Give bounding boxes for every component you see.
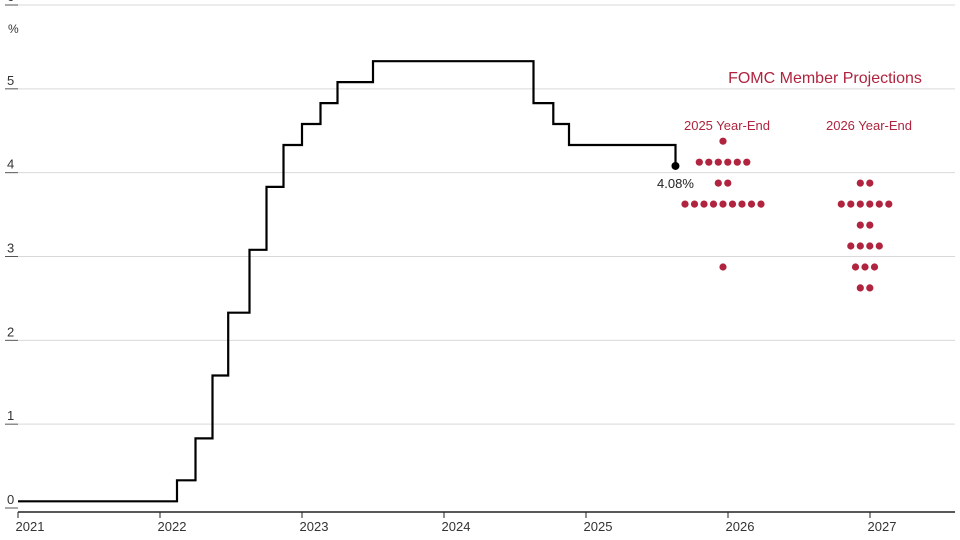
projection-dot-1-0-0 (856, 179, 864, 187)
projection-dot-1-2-0 (856, 221, 864, 229)
gridlines (18, 4, 955, 425)
x-tick-label-2027: 2027 (868, 519, 897, 534)
projection-dot-1-1-1 (847, 200, 855, 208)
projection-dot-0-1-1 (705, 158, 713, 166)
projection-dot-1-3-3 (875, 242, 883, 250)
x-tick-label-2021: 2021 (16, 519, 45, 534)
projection-dot-1-3-0 (847, 242, 855, 250)
projection-dot-1-5-0 (856, 284, 864, 292)
projection-dot-0-1-4 (733, 158, 741, 166)
projection-dot-1-1-5 (885, 200, 893, 208)
projection-dot-0-3-2 (700, 200, 708, 208)
projection-dot-1-1-2 (856, 200, 864, 208)
projection-dot-1-4-0 (851, 263, 860, 271)
y-axis-unit-label: % (8, 22, 19, 36)
projection-dot-0-3-7 (747, 200, 756, 208)
projection-dot-1-4-2 (870, 263, 879, 271)
projection-dot-0-1-3 (724, 158, 732, 166)
rate-end-point (671, 161, 680, 170)
x-tick-label-2023: 2023 (300, 519, 329, 534)
y-tick-label-3: 3 (7, 241, 14, 256)
projection-dot-0-3-3 (709, 200, 718, 208)
projection-dot-0-3-5 (728, 200, 737, 208)
projection-dot-0-2-1 (724, 179, 732, 187)
projection-dot-0-0-0 (719, 137, 727, 145)
projections-title: FOMC Member Projections (728, 70, 922, 87)
projection-dot-0-3-1 (690, 200, 699, 208)
y-tick-label-5: 5 (7, 73, 14, 88)
projection-dot-1-0-1 (866, 179, 874, 187)
y-tick-label-6: 6 (7, 0, 14, 4)
projection-dot-0-3-0 (681, 200, 689, 208)
projection-dot-1-4-1 (861, 263, 869, 271)
x-tick-label-2024: 2024 (442, 519, 471, 534)
projection-dot-1-5-1 (866, 284, 874, 292)
fed-funds-rate-line (18, 60, 677, 503)
x-tick-label-2025: 2025 (584, 519, 613, 534)
projection-dot-1-1-4 (875, 200, 883, 208)
projection-dot-1-2-1 (866, 221, 874, 229)
projection-dot-1-3-2 (866, 242, 874, 250)
y-tick-label-4: 4 (7, 157, 14, 172)
y-tick-label-0: 0 (7, 492, 14, 507)
projection-dot-1-1-3 (866, 200, 874, 208)
rate-series: 4.08% (18, 60, 694, 503)
projection-group-label-0: 2025 Year-End (684, 118, 770, 133)
projection-dot-0-1-2 (714, 158, 722, 166)
rate-end-label: 4.08% (657, 176, 694, 191)
projection-dot-0-1-5 (743, 158, 751, 166)
x-tick-label-2022: 2022 (158, 519, 187, 534)
projection-dot-0-1-0 (695, 158, 703, 166)
projection-dot-0-3-8 (757, 200, 765, 208)
projection-group-label-1: 2026 Year-End (826, 118, 912, 133)
y-tick-label-2: 2 (7, 324, 14, 339)
y-tick-label-1: 1 (7, 408, 14, 423)
projection-dot-0-2-0 (714, 179, 722, 187)
projection-dots: 2025 Year-End 2026 Year-End (681, 118, 912, 292)
projection-dot-0-3-6 (738, 200, 746, 208)
projection-dot-1-1-0 (837, 200, 845, 208)
projection-dot-0-4-0 (719, 263, 727, 271)
x-tick-label-2026: 2026 (726, 519, 755, 534)
projection-dot-1-3-1 (856, 242, 864, 250)
axes: 0 1 2 3 4 5 6 2021 2022 2023 2024 2025 2026 2027 (5, 0, 955, 534)
projection-dot-0-3-4 (719, 200, 727, 208)
